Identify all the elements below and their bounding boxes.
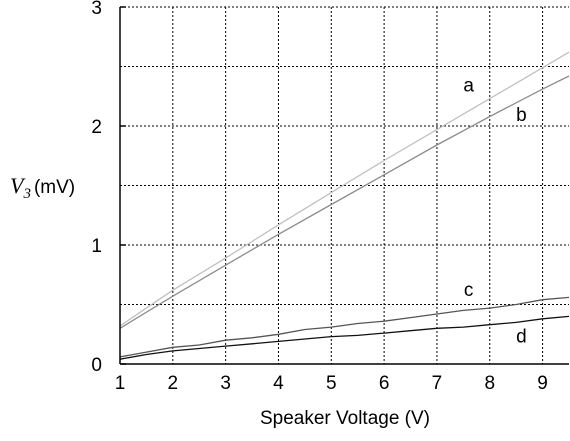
series-lines xyxy=(119,51,570,360)
x-tick-label: 5 xyxy=(326,373,337,394)
x-tick-label: 9 xyxy=(537,373,548,394)
series-line-b xyxy=(119,75,570,329)
x-tick-label: 2 xyxy=(168,373,179,394)
axes xyxy=(119,6,569,365)
grid xyxy=(120,6,569,364)
series-label-d: d xyxy=(516,327,527,348)
y-tick-label: 2 xyxy=(91,117,102,138)
y-axis-symbol: V xyxy=(10,173,26,198)
y-axis-title: V3 (mV) xyxy=(10,173,75,202)
x-tick-label: 1 xyxy=(115,373,126,394)
x-axis-title: Speaker Voltage (V) xyxy=(260,408,430,429)
series-labels: a b c d xyxy=(463,75,526,347)
series-line-c xyxy=(119,296,570,358)
series-label-b: b xyxy=(516,105,527,126)
x-tick-label: 6 xyxy=(379,373,390,394)
series-label-c: c xyxy=(464,280,474,301)
x-tick-label: 4 xyxy=(273,373,284,394)
x-tick-label: 7 xyxy=(432,373,443,394)
series-line-d xyxy=(119,315,570,360)
y-axis-subscript: 3 xyxy=(22,186,31,202)
series-label-a: a xyxy=(463,75,474,96)
x-tick-label: 8 xyxy=(484,373,495,394)
y-tick-label: 3 xyxy=(91,0,102,19)
x-tick-label: 3 xyxy=(220,373,231,394)
y-tick-label: 0 xyxy=(91,355,102,376)
y-axis-unit: (mV) xyxy=(34,177,75,198)
series-line-a xyxy=(119,51,570,327)
y-tick-label: 1 xyxy=(91,236,102,257)
